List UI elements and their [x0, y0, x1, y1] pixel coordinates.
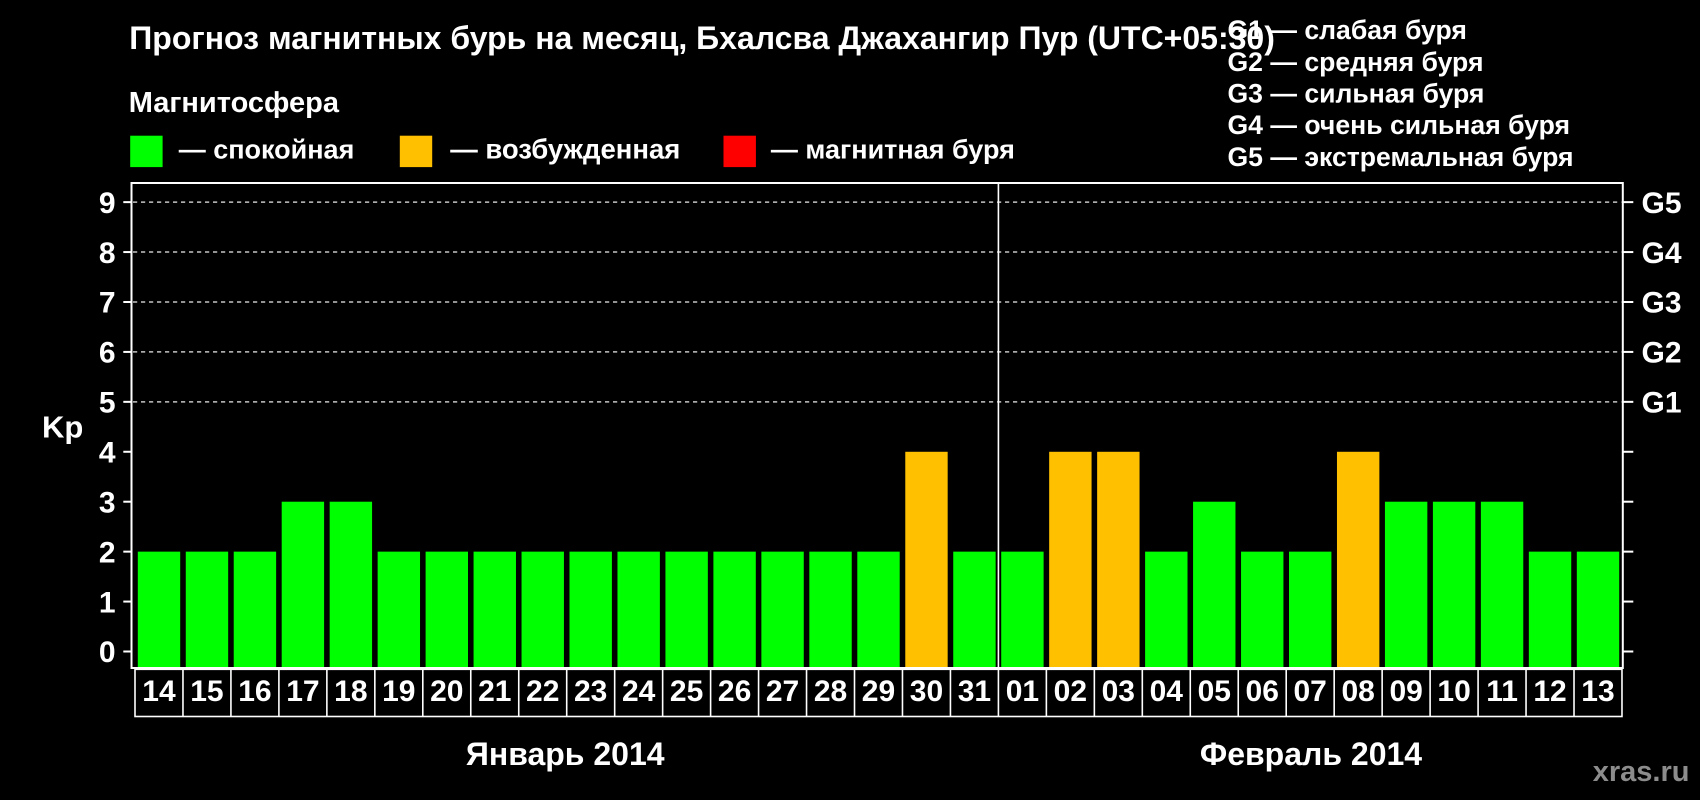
svg-text:Прогноз магнитных бурь на меся: Прогноз магнитных бурь на месяц, Бхалсва…: [129, 20, 1275, 56]
svg-text:26: 26: [718, 675, 751, 708]
svg-text:G2: G2: [1642, 337, 1682, 370]
svg-text:— возбужденная: — возбужденная: [450, 133, 680, 164]
svg-text:04: 04: [1150, 675, 1184, 708]
svg-text:12: 12: [1533, 675, 1566, 708]
svg-text:Kp: Kp: [42, 410, 83, 445]
svg-text:13: 13: [1581, 675, 1614, 708]
svg-text:18: 18: [334, 675, 367, 708]
svg-text:G5 — экстремальная буря: G5 — экстремальная буря: [1228, 142, 1574, 172]
svg-text:01: 01: [1006, 675, 1039, 708]
svg-text:8: 8: [99, 237, 116, 270]
svg-text:3: 3: [99, 486, 116, 519]
svg-text:5: 5: [99, 387, 116, 420]
svg-text:16: 16: [238, 675, 271, 708]
svg-text:— магнитная буря: — магнитная буря: [771, 134, 1015, 164]
svg-text:G1 — слабая буря: G1 — слабая буря: [1228, 15, 1467, 45]
svg-text:4: 4: [99, 437, 116, 470]
svg-text:09: 09: [1389, 675, 1422, 708]
svg-text:23: 23: [574, 675, 607, 708]
svg-text:29: 29: [862, 675, 895, 708]
svg-text:30: 30: [910, 675, 943, 708]
svg-text:xras.ru: xras.ru: [1593, 756, 1690, 788]
svg-text:14: 14: [142, 675, 176, 708]
svg-text:G1: G1: [1642, 387, 1682, 420]
svg-text:G2 — средняя буря: G2 — средняя буря: [1228, 47, 1484, 77]
svg-text:28: 28: [814, 675, 847, 708]
svg-text:2: 2: [99, 536, 116, 569]
svg-text:21: 21: [478, 675, 511, 708]
svg-text:15: 15: [190, 675, 223, 708]
svg-text:19: 19: [382, 675, 415, 708]
svg-text:07: 07: [1294, 675, 1327, 708]
svg-text:G4: G4: [1642, 237, 1682, 270]
svg-text:31: 31: [958, 675, 991, 708]
svg-text:20: 20: [430, 675, 463, 708]
svg-text:25: 25: [670, 675, 703, 708]
svg-text:G3 — сильная буря: G3 — сильная буря: [1228, 79, 1485, 109]
svg-text:Январь 2014: Январь 2014: [466, 736, 665, 772]
svg-text:G3: G3: [1642, 287, 1682, 320]
svg-text:08: 08: [1341, 675, 1374, 708]
svg-text:G5: G5: [1642, 187, 1682, 220]
svg-text:10: 10: [1437, 675, 1470, 708]
svg-text:Магнитосфера: Магнитосфера: [129, 87, 340, 119]
svg-text:05: 05: [1198, 675, 1231, 708]
svg-text:— спокойная: — спокойная: [179, 134, 355, 164]
svg-text:G4 — очень сильная буря: G4 — очень сильная буря: [1228, 110, 1571, 140]
svg-text:Февраль 2014: Февраль 2014: [1200, 736, 1422, 772]
svg-text:9: 9: [99, 187, 116, 220]
svg-text:03: 03: [1102, 675, 1135, 708]
svg-text:0: 0: [99, 636, 116, 669]
svg-text:22: 22: [526, 675, 559, 708]
svg-text:1: 1: [99, 586, 116, 619]
svg-text:17: 17: [286, 675, 319, 708]
svg-text:7: 7: [99, 287, 116, 320]
svg-text:02: 02: [1054, 675, 1087, 708]
svg-text:06: 06: [1246, 675, 1279, 708]
svg-text:6: 6: [99, 337, 116, 370]
svg-text:11: 11: [1486, 675, 1518, 708]
svg-text:27: 27: [766, 675, 799, 708]
svg-text:24: 24: [622, 675, 656, 708]
